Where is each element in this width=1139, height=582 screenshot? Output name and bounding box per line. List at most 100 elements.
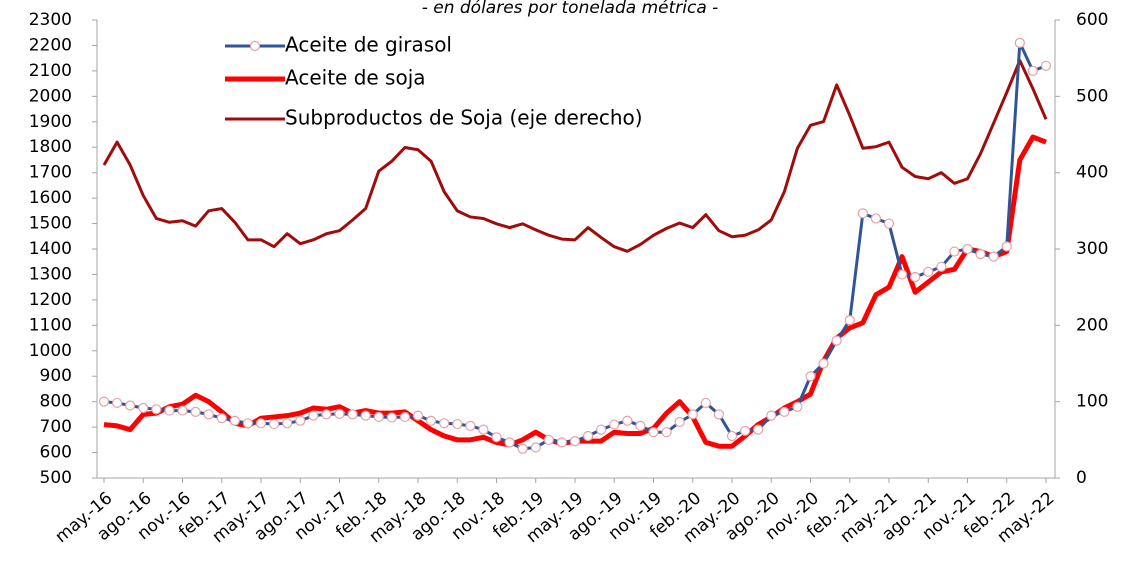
- series-marker: [268, 418, 280, 430]
- series-marker: [425, 415, 437, 426]
- series-marker: [504, 437, 515, 448]
- series-marker: [412, 410, 424, 421]
- series-marker: [98, 396, 110, 407]
- series-marker: [713, 409, 725, 420]
- series-marker: [936, 261, 947, 272]
- series-marker: [870, 213, 882, 224]
- series-marker: [255, 418, 267, 429]
- series-marker: [1040, 60, 1052, 71]
- series-marker: [373, 411, 384, 423]
- series-marker: [229, 415, 240, 426]
- series-marker: [648, 427, 659, 438]
- y-tick-label: 800: [40, 392, 72, 412]
- y2-tick-label: 600: [1076, 10, 1108, 30]
- series-marker: [609, 419, 620, 430]
- series-marker: [282, 418, 293, 429]
- series-marker: [347, 409, 358, 420]
- series-marker: [1027, 65, 1039, 76]
- series-marker: [569, 436, 581, 447]
- series-marker: [910, 271, 921, 283]
- series-marker: [190, 406, 201, 417]
- y-tick-label: 1800: [29, 137, 72, 157]
- series-marker: [242, 418, 254, 429]
- series-marker: [622, 415, 633, 426]
- y2-tick-label: 200: [1076, 315, 1108, 335]
- y-tick-label: 1900: [29, 112, 72, 132]
- series-marker: [203, 409, 214, 420]
- series-marker: [543, 434, 554, 445]
- series-marker: [687, 409, 698, 420]
- series-marker: [295, 415, 306, 426]
- y-tick-label: 1300: [29, 264, 72, 284]
- legend-label: Aceite de soja: [285, 66, 426, 90]
- series-marker: [883, 218, 895, 229]
- series-line: [103, 134, 1047, 449]
- series-marker: [452, 418, 463, 430]
- y-tick-label: 2300: [29, 10, 72, 30]
- series-marker: [321, 409, 332, 420]
- legend-label: Subproductos de Soja (eje derecho): [285, 106, 643, 130]
- chart-subtitle: - en dólares por tonelada métrica -: [422, 0, 719, 18]
- series-marker: [439, 418, 450, 429]
- y2-tick-label: 0: [1076, 468, 1087, 488]
- y-tick-label: 900: [40, 366, 72, 386]
- series-marker: [111, 397, 123, 409]
- y-tick-label: 2200: [29, 35, 72, 55]
- series-marker: [582, 430, 594, 442]
- series-marker: [949, 246, 960, 257]
- series-marker: [1014, 37, 1025, 49]
- series-marker: [164, 405, 175, 416]
- y-tick-label: 700: [40, 417, 72, 437]
- y-tick-label: 1400: [29, 239, 72, 259]
- series-marker: [556, 437, 568, 448]
- series-marker: [334, 408, 345, 419]
- series-marker: [465, 420, 476, 431]
- y-tick-label: 1600: [29, 188, 72, 208]
- series-marker: [399, 411, 411, 423]
- series-marker: [988, 251, 999, 262]
- series-marker: [844, 315, 855, 326]
- series-marker: [923, 266, 934, 277]
- y2-tick-label: 100: [1076, 392, 1108, 412]
- series-marker: [739, 425, 751, 437]
- y-tick-label: 600: [40, 443, 72, 463]
- series-marker: [674, 416, 685, 428]
- series-marker: [125, 400, 136, 411]
- series-marker: [386, 412, 397, 423]
- y-tick-label: 1200: [29, 290, 72, 310]
- series-marker: [962, 243, 973, 255]
- y-tick-label: 2100: [29, 61, 72, 81]
- series-marker: [491, 432, 502, 443]
- series-marker: [857, 208, 868, 219]
- y-tick-label: 1000: [29, 341, 72, 361]
- series-line: [102, 58, 1048, 253]
- series-marker: [818, 358, 829, 369]
- series-marker: [216, 413, 227, 424]
- y-tick-label: 1700: [29, 163, 72, 183]
- series-marker: [792, 401, 803, 412]
- y-tick-label: 500: [40, 468, 72, 488]
- series-marker: [478, 424, 489, 435]
- series-marker: [975, 248, 986, 260]
- series-marker: [753, 424, 764, 435]
- series-line: [103, 41, 1047, 451]
- y-tick-label: 2000: [29, 86, 72, 106]
- series-marker: [596, 424, 607, 435]
- y-tick-label: 1500: [29, 214, 72, 234]
- series-marker: [831, 335, 842, 346]
- series-marker: [517, 443, 528, 454]
- series-marker: [138, 402, 149, 414]
- y2-tick-label: 300: [1076, 239, 1108, 259]
- series-marker: [308, 410, 319, 421]
- series-marker: [151, 404, 162, 415]
- legend-label: Aceite de girasol: [285, 33, 452, 57]
- series-marker: [896, 269, 908, 280]
- y2-tick-label: 500: [1076, 86, 1108, 106]
- y2-tick-label: 400: [1076, 163, 1108, 183]
- series-marker: [661, 427, 672, 438]
- series-marker: [726, 430, 738, 442]
- y-tick-label: 1100: [29, 315, 72, 335]
- series-marker: [530, 442, 541, 453]
- series-marker: [635, 420, 646, 431]
